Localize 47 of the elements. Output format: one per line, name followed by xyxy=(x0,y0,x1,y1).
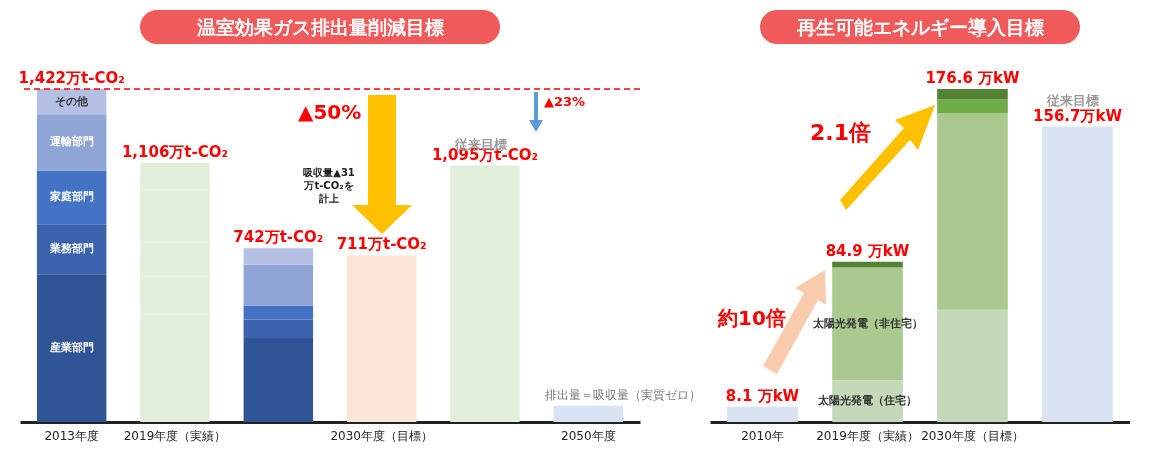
bar xyxy=(243,338,314,422)
annotation: 84.9 万kW xyxy=(825,241,910,260)
series-label: 太陽光発電（住宅） xyxy=(817,394,917,408)
series-label: 業務部門 xyxy=(48,242,94,256)
annotation: 吸収量▲31万t-CO₂を計上 xyxy=(302,166,356,205)
annotation: 排出量＝吸収量（実質ゼロ） xyxy=(545,387,702,402)
annotation: 176.6 万kW xyxy=(925,68,1021,87)
bar xyxy=(937,99,1008,114)
bar xyxy=(243,319,314,339)
x-tick-label: 2030年度（目標） xyxy=(921,428,1024,443)
bar xyxy=(36,274,107,422)
annotation: ▲50% xyxy=(298,100,362,124)
annotation: 156.7万kW xyxy=(1033,106,1123,125)
x-tick-label: 2030年度（目標） xyxy=(330,428,433,443)
annotation: 約10倍 xyxy=(718,305,786,332)
x-tick-label: 2050年度 xyxy=(561,428,616,443)
bar xyxy=(450,165,520,422)
bar xyxy=(1042,126,1113,422)
bar xyxy=(937,309,1008,422)
x-tick-label: 2013年度 xyxy=(44,428,99,443)
bar xyxy=(243,264,314,306)
annotation: 742万t-CO₂ xyxy=(233,228,324,247)
bar xyxy=(243,305,314,320)
bar xyxy=(243,248,314,265)
chart-title: 温室効果ガス排出量削減目標 xyxy=(140,10,500,44)
x-tick-label: 2019年度（実績） xyxy=(816,428,919,443)
bar xyxy=(36,114,107,171)
bar xyxy=(937,88,1008,100)
bar xyxy=(937,113,1008,310)
x-tick-label: 2019年度（実績） xyxy=(123,428,227,443)
annotation: 8.1 万kW xyxy=(725,386,800,405)
series-label: 太陽光発電（非住宅） xyxy=(811,316,923,330)
bar xyxy=(553,405,624,422)
chart-title: 再生可能エネルギー導入目標 xyxy=(760,10,1080,44)
annotation: 1,422万t-CO₂ xyxy=(18,68,125,87)
annotation: ▲23% xyxy=(544,94,586,109)
series-label: 産業部門 xyxy=(48,341,94,355)
annotation: 711万t-CO₂ xyxy=(336,235,427,254)
annotation: 従来目標 xyxy=(1047,92,1099,109)
bar xyxy=(346,255,417,422)
annotation: 1,106万t-CO₂ xyxy=(121,142,229,161)
series-label: その他 xyxy=(55,94,90,108)
series-label: 運輸部門 xyxy=(48,135,94,149)
annotation: 2.1倍 xyxy=(810,119,871,147)
bar xyxy=(727,406,798,422)
x-tick-label: 2010年 xyxy=(741,428,784,443)
series-label: 家庭部門 xyxy=(48,190,94,204)
